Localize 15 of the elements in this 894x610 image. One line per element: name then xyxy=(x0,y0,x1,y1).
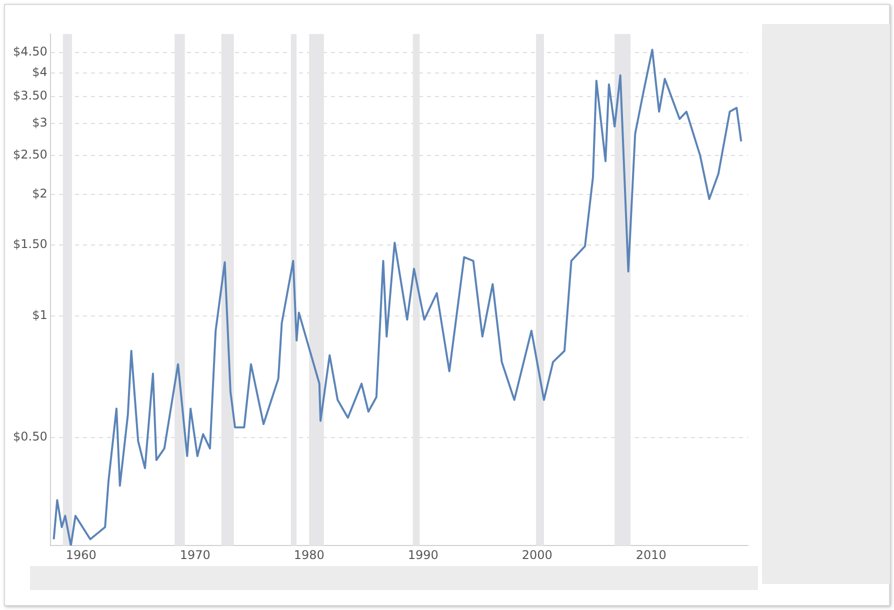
y-tick-label: $4 xyxy=(32,65,48,80)
y-tick-label: $2.50 xyxy=(12,148,48,162)
x-tick-label: 1970 xyxy=(180,548,210,562)
y-tick-label: $2 xyxy=(32,186,48,201)
y-tick-label: $3 xyxy=(32,116,48,130)
x-tick-label: 1990 xyxy=(408,548,438,562)
x-tick-label: 2010 xyxy=(636,548,666,562)
y-tick-label: $3.50 xyxy=(12,88,48,103)
x-tick-label: 2000 xyxy=(522,548,552,562)
x-tick-label: 1960 xyxy=(66,548,96,562)
y-tick-label: $4.50 xyxy=(12,44,48,59)
y-tick-label: $1 xyxy=(32,308,48,322)
x-tick-label: 1980 xyxy=(294,548,324,562)
y-tick-label: $0.50 xyxy=(12,430,48,444)
y-tick-label: $1.50 xyxy=(12,237,48,252)
